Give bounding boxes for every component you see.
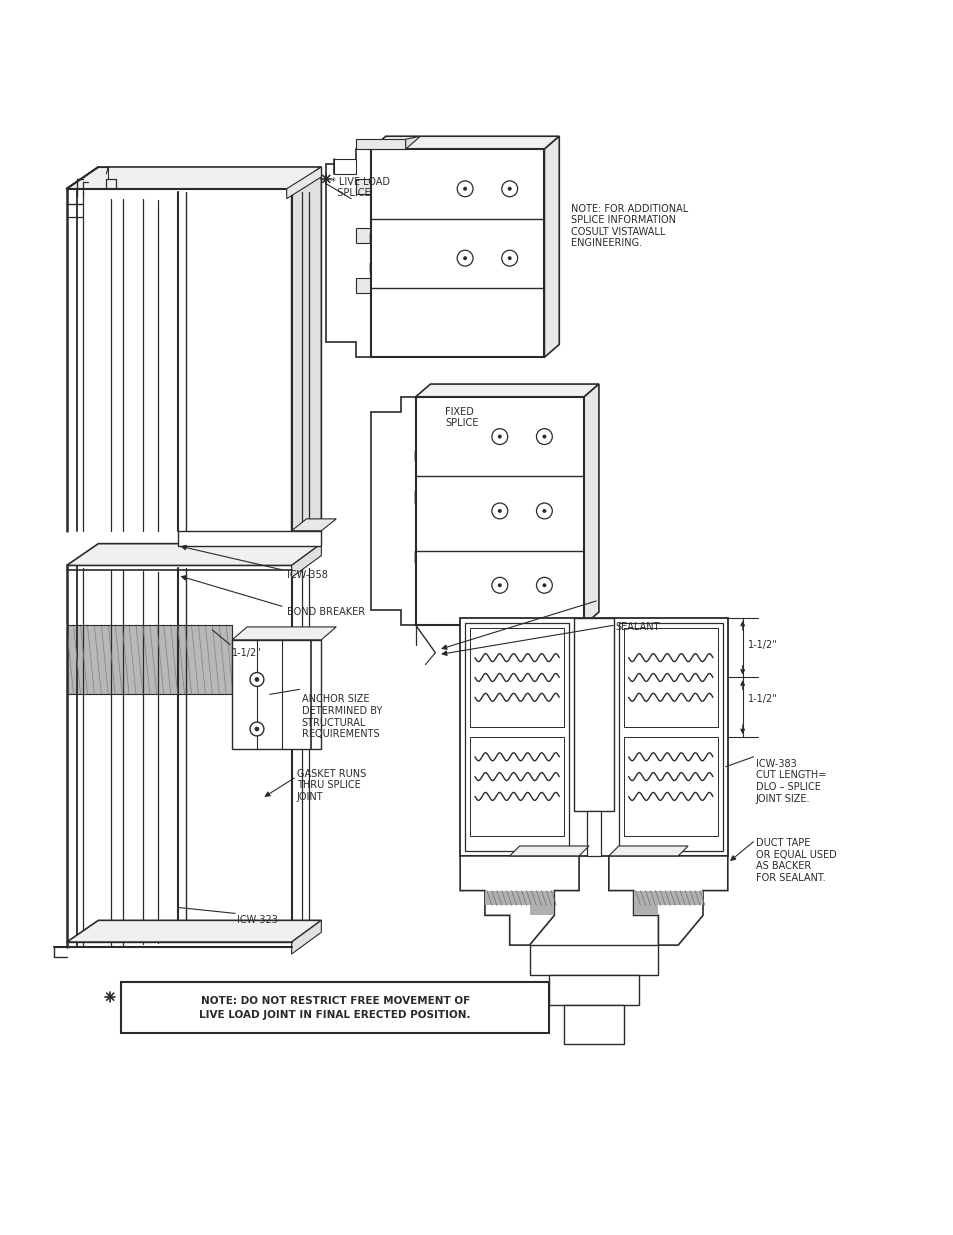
Circle shape [501,251,517,266]
Circle shape [507,186,511,190]
Polygon shape [326,149,371,357]
Polygon shape [608,846,687,856]
Text: * LIVE LOAD
  SPLICE: * LIVE LOAD SPLICE [331,177,390,199]
Circle shape [497,509,501,513]
Polygon shape [414,452,448,462]
Circle shape [497,435,501,438]
Text: DUCT TAPE
OR EQUAL USED
AS BACKER
FOR SEALANT.: DUCT TAPE OR EQUAL USED AS BACKER FOR SE… [755,839,836,883]
Text: 1-1/2": 1-1/2" [747,640,777,650]
Polygon shape [369,263,400,273]
Polygon shape [177,531,321,546]
Text: NOTE: FOR ADDITIONAL
SPLICE INFORMATION
COSULT VISTAWALL
ENGINEERING.: NOTE: FOR ADDITIONAL SPLICE INFORMATION … [571,204,688,248]
Bar [549,974,638,1004]
Polygon shape [416,384,598,396]
Text: ICW-323: ICW-323 [237,915,277,925]
Polygon shape [608,856,727,945]
Bar [529,945,658,974]
Text: 1-1/2": 1-1/2" [232,647,262,658]
Text: ICW-383
CUT LENGTH=
DLO – SPLICE
JOINT SIZE.: ICW-383 CUT LENGTH= DLO – SPLICE JOINT S… [755,758,825,804]
Circle shape [462,186,467,190]
Circle shape [254,678,258,682]
Polygon shape [67,543,321,566]
Circle shape [536,429,552,445]
Polygon shape [371,396,416,625]
Text: ICW-358: ICW-358 [287,571,327,580]
Polygon shape [405,136,420,149]
Polygon shape [414,492,448,504]
Circle shape [250,673,264,687]
Circle shape [456,180,473,196]
Polygon shape [371,136,558,149]
Circle shape [536,503,552,519]
Polygon shape [292,920,321,953]
Polygon shape [292,519,335,531]
Bar [232,640,321,748]
Circle shape [250,722,264,736]
Bar [574,618,613,811]
Bar [470,627,563,727]
Polygon shape [292,543,321,577]
Text: GASKET RUNS
THRU SPLICE
JOINT: GASKET RUNS THRU SPLICE JOINT [296,768,365,802]
Circle shape [507,256,511,261]
Polygon shape [544,136,558,357]
Text: BOND BREAKER: BOND BREAKER [287,608,364,618]
Polygon shape [355,140,405,149]
Bar [563,1004,623,1045]
Polygon shape [67,625,232,694]
Polygon shape [633,890,702,915]
Polygon shape [292,167,321,552]
Bar [623,627,717,727]
Polygon shape [369,233,400,243]
Polygon shape [355,278,371,293]
Polygon shape [232,627,335,640]
Circle shape [501,180,517,196]
Polygon shape [67,167,321,189]
Text: ANCHOR SIZE
DETERMINED BY
STRUCTURAL
REQUIREMENTS: ANCHOR SIZE DETERMINED BY STRUCTURAL REQ… [301,694,381,739]
Polygon shape [334,159,355,174]
Bar [623,737,717,836]
Polygon shape [509,846,588,856]
Polygon shape [583,384,598,625]
Circle shape [542,435,546,438]
Circle shape [497,583,501,588]
Polygon shape [414,551,448,563]
Bar [465,622,569,851]
Text: FIXED
SPLICE: FIXED SPLICE [445,406,478,429]
Circle shape [492,503,507,519]
Bar [459,618,727,856]
Polygon shape [355,228,371,243]
Bar [618,622,722,851]
Bar [586,811,600,856]
Text: SEALANT: SEALANT [615,622,659,632]
Bar [416,396,583,625]
Circle shape [254,727,258,731]
Circle shape [492,577,507,593]
Circle shape [456,251,473,266]
Polygon shape [287,167,321,199]
Bar [121,982,549,1034]
Text: NOTE: DO NOT RESTRICT FREE MOVEMENT OF
LIVE LOAD JOINT IN FINAL ERECTED POSITION: NOTE: DO NOT RESTRICT FREE MOVEMENT OF L… [199,995,471,1020]
Circle shape [492,429,507,445]
Polygon shape [484,890,554,915]
Circle shape [462,256,467,261]
Bar [470,737,563,836]
Circle shape [542,583,546,588]
Bar [371,149,544,357]
Text: 1-1/2": 1-1/2" [747,694,777,704]
Polygon shape [355,179,371,194]
Polygon shape [459,856,578,945]
Circle shape [536,577,552,593]
Polygon shape [67,920,321,942]
Circle shape [542,509,546,513]
